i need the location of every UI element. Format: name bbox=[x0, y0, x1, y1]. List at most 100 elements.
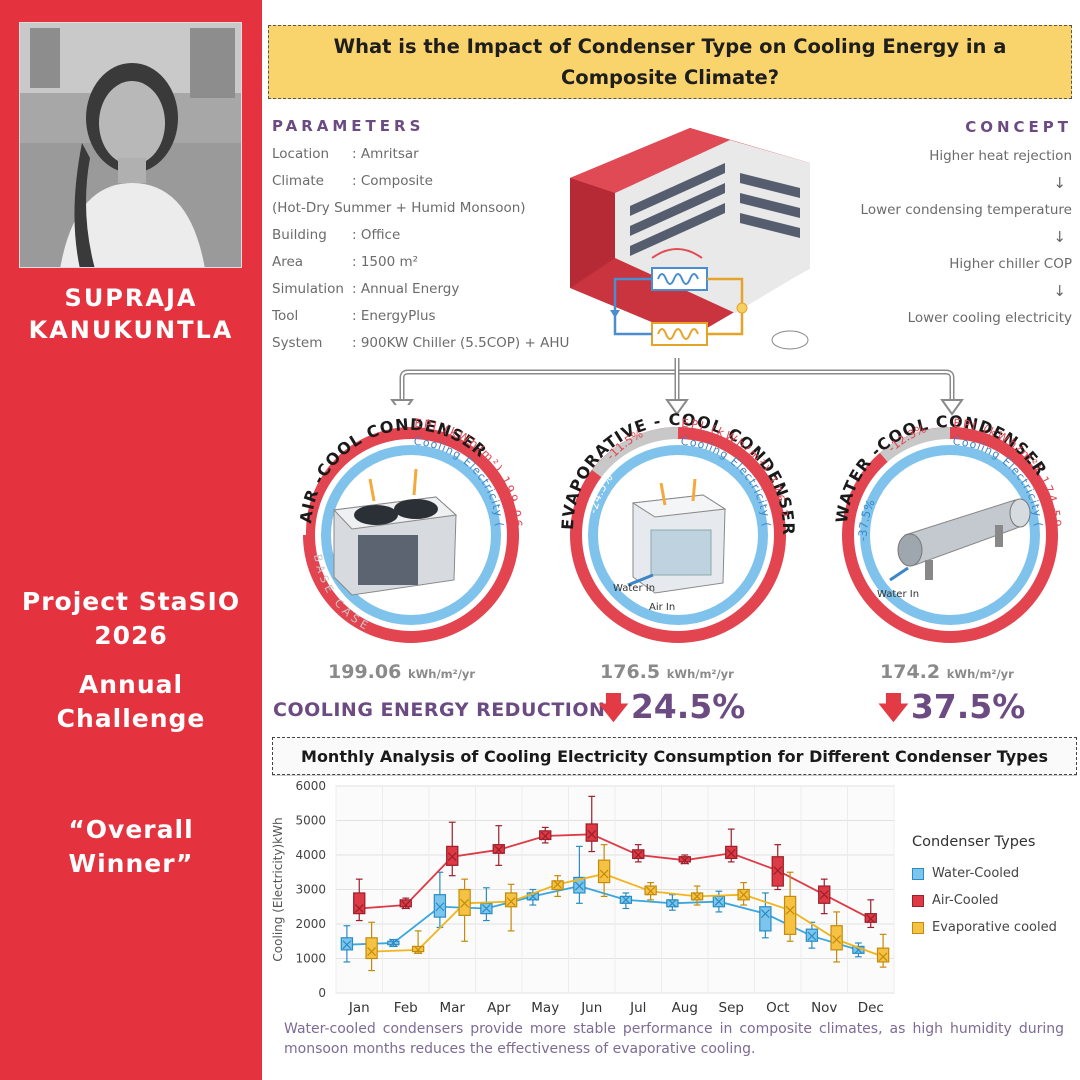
mean-marker bbox=[587, 829, 597, 839]
left-panel: SUPRAJA KANUKUNTLA Project StaSIO 2026 A… bbox=[0, 0, 262, 1080]
water-in-label: Water In bbox=[613, 583, 655, 594]
box bbox=[864, 913, 877, 923]
param-label: Area bbox=[272, 254, 304, 270]
param-climate-note: (Hot-Dry Summer + Humid Monsoon) bbox=[272, 200, 526, 216]
box bbox=[678, 856, 691, 863]
box bbox=[433, 894, 447, 918]
challenge-line2: Challenge bbox=[56, 704, 206, 733]
y-tick-label: 3000 bbox=[295, 883, 326, 897]
mean-marker bbox=[621, 895, 631, 905]
mean-marker bbox=[388, 938, 398, 948]
down-arrow-icon: ↓ bbox=[1053, 228, 1066, 246]
box bbox=[783, 895, 797, 935]
header-banner: What is the Impact of Condenser Type on … bbox=[268, 25, 1072, 99]
param-location: Location: Amritsar bbox=[272, 146, 419, 162]
mean-marker bbox=[494, 845, 504, 855]
y-tick-label: 2000 bbox=[295, 917, 326, 931]
y-axis-label: Cooling (Electricity)kWh bbox=[271, 817, 285, 961]
mean-marker bbox=[553, 879, 563, 889]
challenge-line1: Annual bbox=[78, 670, 184, 699]
concept-step: Lower condensing temperature bbox=[860, 202, 1072, 218]
box bbox=[597, 859, 611, 884]
mean-marker bbox=[460, 898, 470, 908]
x-tick-label: Jul bbox=[629, 1000, 646, 1016]
down-arrow-icon: ↓ bbox=[1053, 174, 1066, 192]
y-tick-label: 1000 bbox=[295, 952, 326, 966]
box bbox=[458, 888, 471, 916]
mean-marker bbox=[866, 914, 876, 924]
mean-marker bbox=[819, 890, 829, 900]
evaporative-unit-icon bbox=[627, 478, 727, 594]
air-cooled-epi-value: 199.06 kWh/m²/yr bbox=[328, 661, 475, 683]
epi-number: 199.06 bbox=[328, 661, 402, 683]
water-cooled-reduction-value: 🡇37.5% bbox=[878, 686, 1025, 737]
mean-marker bbox=[447, 852, 457, 862]
mean-line bbox=[359, 833, 872, 920]
param-label: System bbox=[272, 335, 323, 351]
x-tick-label: Jun bbox=[580, 1000, 602, 1016]
mean-marker bbox=[540, 831, 550, 841]
x-tick-label: Mar bbox=[440, 1000, 466, 1016]
main-title-line2: Composite Climate? bbox=[560, 66, 780, 89]
legend-item-water: Water-Cooled bbox=[912, 860, 1072, 887]
challenge-text: Annual Challenge bbox=[0, 668, 262, 736]
param-label: Tool bbox=[272, 308, 299, 324]
mean-marker bbox=[599, 869, 609, 879]
x-tick-label: Nov bbox=[811, 1000, 837, 1016]
mean-marker bbox=[726, 848, 736, 858]
mean-marker bbox=[367, 947, 377, 957]
box bbox=[399, 899, 412, 908]
mean-marker bbox=[528, 891, 538, 901]
param-area: Area : 1500 m² bbox=[272, 254, 418, 270]
concept-step: Higher chiller COP bbox=[949, 256, 1072, 272]
x-tick-label: Dec bbox=[858, 1000, 884, 1016]
epi-number: 174.2 bbox=[880, 661, 941, 683]
concept-heading: CONCEPT bbox=[965, 118, 1072, 136]
mean-marker bbox=[506, 897, 516, 906]
x-tick-label: Apr bbox=[487, 1000, 511, 1016]
down-arrow-icon: 🡇 bbox=[878, 691, 909, 726]
param-label: Climate bbox=[272, 173, 324, 189]
chart-header: Monthly Analysis of Cooling Electricity … bbox=[272, 737, 1077, 775]
param-building: Building : Office bbox=[272, 227, 400, 243]
x-tick-label: Jan bbox=[348, 1000, 370, 1016]
mean-marker bbox=[680, 855, 690, 865]
award-line1: “Overall bbox=[68, 815, 194, 844]
box bbox=[830, 925, 843, 951]
param-value: : Composite bbox=[352, 173, 433, 189]
shell-tube-condenser-icon bbox=[889, 498, 1031, 582]
legend-label: Evaporative cooled bbox=[932, 920, 1057, 935]
branch-arrows bbox=[390, 358, 964, 416]
box bbox=[365, 937, 378, 960]
air-cooled-condenser-card: AIR -COOL CONDENSER EPI (kWh/m²) 199.06 … bbox=[286, 405, 536, 655]
box bbox=[644, 885, 657, 896]
mean-marker bbox=[646, 886, 656, 896]
mean-marker bbox=[807, 931, 817, 941]
author-name-line2: KANUKUNTLA bbox=[28, 316, 234, 344]
author-photo bbox=[19, 22, 242, 268]
mean-marker bbox=[401, 900, 411, 910]
param-value: : Office bbox=[352, 227, 401, 243]
legend-title: Condenser Types bbox=[912, 834, 1036, 850]
down-arrow-icon: ↓ bbox=[1053, 282, 1066, 300]
monthly-cooling-boxplot: 0 1000 2000 3000 4000 5000 6000 Jan Feb Mar Apr May… bbox=[271, 779, 895, 1016]
reduction-percent: 37.5% bbox=[910, 687, 1026, 726]
mean-marker bbox=[785, 905, 795, 915]
main-title-line1: What is the Impact of Condenser Type on … bbox=[333, 35, 1007, 58]
param-climate: Climate : Composite bbox=[272, 173, 433, 189]
down-arrow-icon: 🡇 bbox=[598, 691, 629, 726]
mean-marker bbox=[574, 881, 584, 891]
evaporative-condenser-card: Water In Air In EVAPORATIVE - COOL CONDE… bbox=[553, 405, 803, 655]
param-label: Building bbox=[272, 227, 327, 243]
x-tick-label: Oct bbox=[766, 1000, 789, 1016]
mean-marker bbox=[633, 850, 643, 860]
legend-label: Air-Cooled bbox=[932, 893, 999, 908]
box bbox=[504, 892, 518, 908]
mean-marker bbox=[354, 904, 364, 913]
box bbox=[340, 937, 354, 951]
air-cooled-unit-icon bbox=[332, 468, 458, 596]
param-value: : 1500 m² bbox=[352, 254, 419, 270]
param-label: Location bbox=[272, 146, 330, 162]
mean-marker bbox=[832, 935, 842, 944]
box bbox=[573, 876, 586, 894]
